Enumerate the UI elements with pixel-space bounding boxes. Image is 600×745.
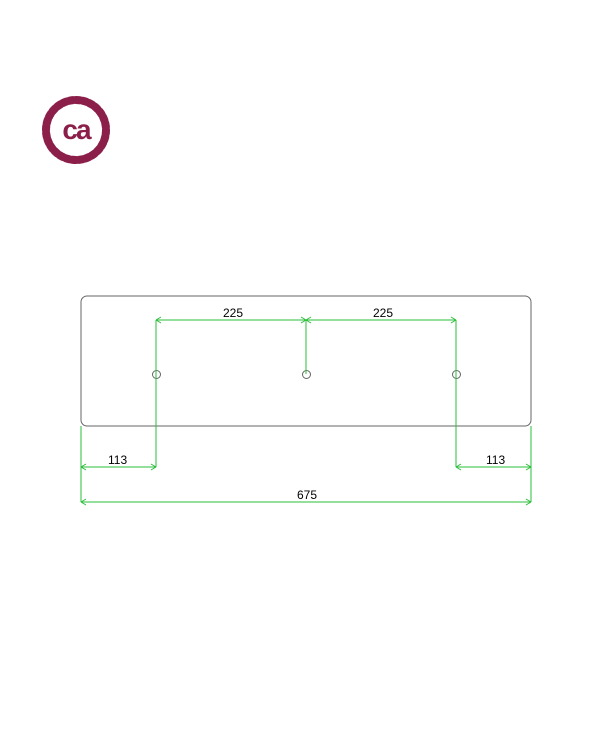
dim-label-675: 675: [297, 488, 317, 502]
dim-label-225-right: 225: [373, 306, 393, 320]
dim-label-225-left: 225: [223, 306, 243, 320]
dim-label-113-left: 113: [108, 453, 127, 467]
dimension-lines: [0, 0, 600, 745]
diagram-canvas: ca 225225113113675: [0, 0, 600, 745]
dim-label-113-right: 113: [486, 453, 505, 467]
